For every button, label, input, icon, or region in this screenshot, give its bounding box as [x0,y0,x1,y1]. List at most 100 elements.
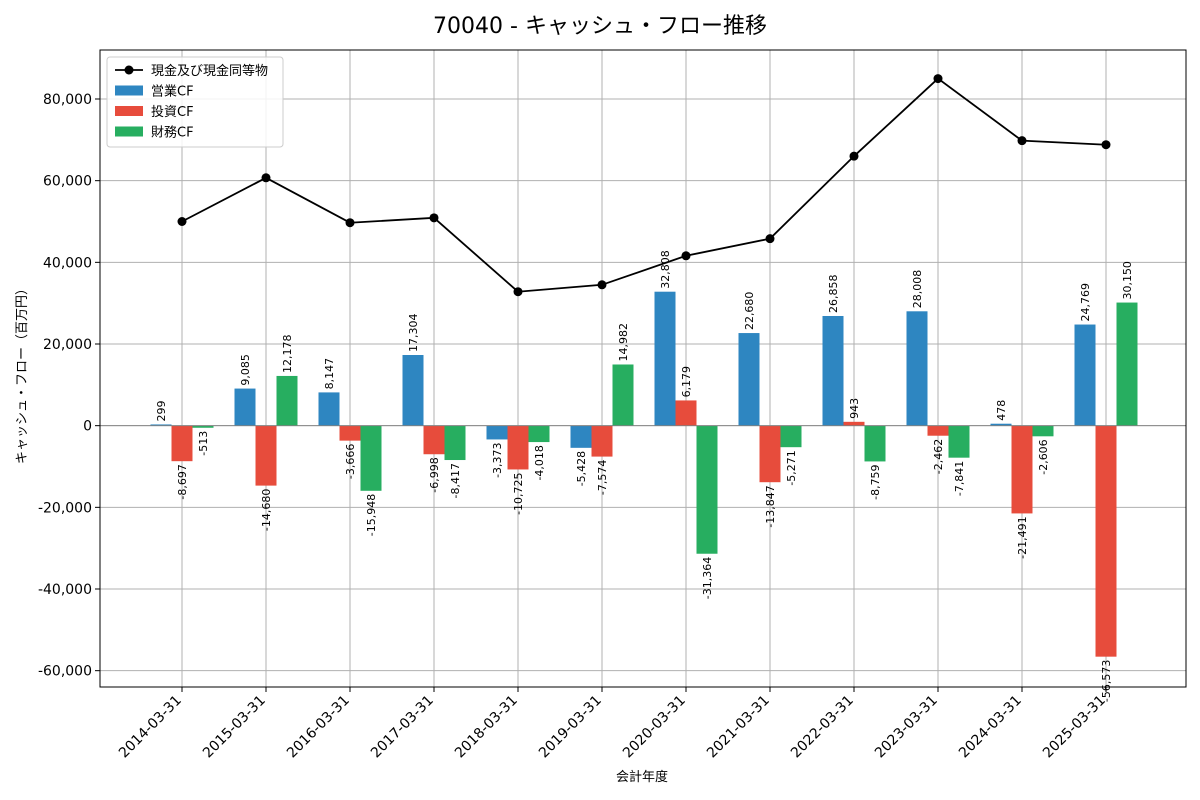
bar-investing [927,425,949,436]
legend-swatch-bar [115,126,143,137]
bar-value-label: 28,008 [911,270,924,309]
bar-financing [780,425,802,448]
bar-value-label: -13,847 [764,485,777,527]
bar-value-label: 6,179 [680,366,693,398]
cash-line-point [177,217,187,226]
bar-value-label: -5,271 [785,450,798,485]
bar-operating [318,392,340,426]
legend-swatch-bar [115,106,143,116]
bar-operating [906,311,928,426]
bar-value-label: -2,462 [932,439,945,474]
bar-value-label: 299 [155,400,168,421]
bar-financing [696,425,718,554]
bar-operating [822,315,844,426]
grid-lines [100,50,1186,687]
bar-operating [1074,324,1096,426]
bar-financing [864,425,886,462]
bar-value-label: 30,150 [1121,261,1134,300]
x-axis-label: 会計年度 [616,769,668,785]
bar-value-label: -8,697 [176,464,189,499]
cash-line-point [345,218,355,228]
bar-financing [444,425,466,461]
x-tick-label: 2018-03-31 [452,693,521,762]
cash-line-point [261,173,271,183]
y-tick-label: 80,000 [43,92,92,108]
cash-line-point [1017,136,1027,146]
bar-investing [507,425,529,470]
x-tick-label: 2014-03-31 [116,693,185,762]
bar-financing [612,364,634,426]
cash-line [177,74,1111,297]
bar-value-label: -21,491 [1016,516,1029,558]
bar-financing [528,425,550,443]
y-tick-label: 40,000 [43,255,92,271]
bar-investing [423,425,445,455]
x-tick-label: 2025-03-31 [1040,693,1109,762]
bar-value-label: -3,666 [344,444,357,479]
bar-value-label: 8,147 [323,358,336,390]
legend-label: 投資CF [151,104,194,120]
bar-financing [1116,302,1138,426]
bar-investing [339,425,361,441]
x-tick-label: 2020-03-31 [620,693,689,762]
cash-line-point [765,234,775,244]
bar-value-label: 12,178 [281,334,294,373]
legend-swatch-bar [115,85,143,96]
y-tick-label: 0 [83,419,92,435]
bar-investing [843,421,865,426]
bar-value-label: -5,428 [575,451,588,486]
bar-operating [990,423,1012,426]
legend-box [106,56,284,148]
bar-value-label: -7,574 [596,460,609,495]
bar-operating [738,333,760,426]
legend-label: 現金及び現金同等物 [151,63,268,79]
chart-title: 70040 - キャッシュ・フロー推移 [433,14,767,39]
bar-value-label: 17,304 [407,314,420,353]
bar-value-label: -3,373 [491,442,504,477]
bar-financing [276,375,298,426]
bar-investing [1011,425,1033,514]
bar-value-label: -10,725 [512,472,525,514]
cash-line-point [933,74,943,84]
bar-operating [150,424,172,426]
x-tick-label: 2019-03-31 [536,693,605,762]
bar-operating [654,291,676,426]
cash-line-path [181,77,1107,293]
bar-value-label: 24,769 [1079,283,1092,322]
cash-line-point [1101,140,1111,150]
y-axis-label: キャッシュ・フロー（百万円） [15,282,30,464]
x-tick-label: 2024-03-31 [956,693,1025,762]
bar-financing [360,425,382,491]
bar-value-label: 9,085 [239,354,252,386]
x-tick-label: 2023-03-31 [872,693,941,762]
bar-value-label: -14,680 [260,489,273,531]
x-tick-label: 2015-03-31 [200,693,269,762]
bar-investing [591,425,613,457]
y-tick-label: -60,000 [38,664,92,680]
bar-operating [234,388,256,426]
legend-label: 営業CF [151,84,194,100]
cash-line-point [681,251,691,261]
legend-swatch-marker [124,65,134,75]
cash-line-point [513,287,523,297]
y-tick-label: -40,000 [38,582,92,598]
y-tick-label: 20,000 [43,337,92,353]
plot-frame [99,49,1187,688]
bar-value-label: -2,606 [1037,439,1050,474]
bar-investing [255,425,277,486]
bar-value-label: -6,998 [428,457,441,492]
bar-value-label: 22,680 [743,292,756,331]
bar-value-label: 478 [995,400,1008,421]
x-tick-label: 2016-03-31 [284,693,353,762]
cash-line-point [849,151,859,161]
bar-investing [675,400,697,426]
x-axis: 2014-03-31 2015-03-31 2016-03-31 2017-03-31… [116,687,1109,761]
bar-value-label: -513 [197,431,210,456]
bar-value-label: -15,948 [365,494,378,536]
bar-value-label: -7,841 [953,461,966,496]
x-tick-label: 2021-03-31 [704,693,773,762]
bar-financing [948,425,970,458]
bar-value-label: -4,018 [533,445,546,480]
